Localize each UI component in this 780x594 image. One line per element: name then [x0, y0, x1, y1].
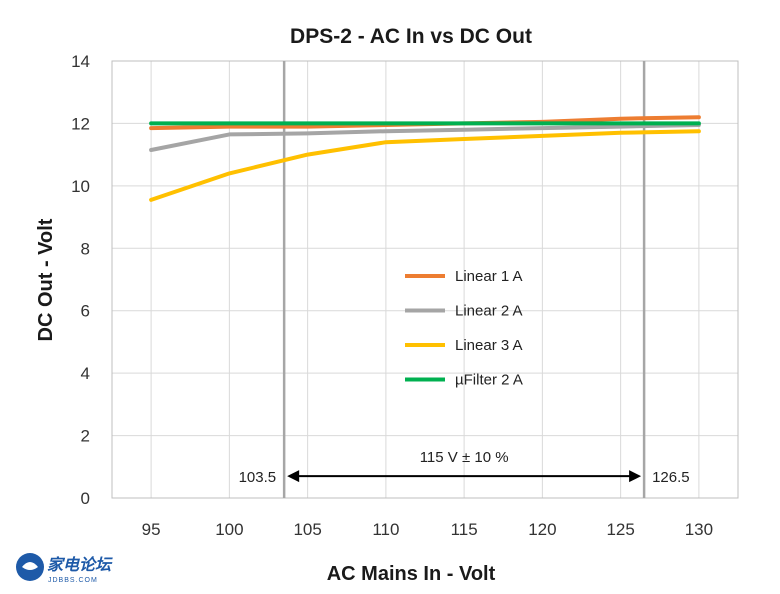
y-tick-label: 14 — [71, 52, 90, 71]
watermark-swirl-icon — [22, 562, 38, 570]
x-tick-label: 125 — [606, 520, 634, 539]
x-tick-label: 110 — [372, 520, 399, 539]
x-tick-label: 95 — [142, 520, 161, 539]
x-axis-ticks: 95 100 105 110 115 120 125 130 — [142, 520, 713, 539]
series-line-3 — [149, 129, 701, 202]
watermark-logo: 家电论坛 JDBBS.COM — [16, 553, 113, 584]
x-axis-title: AC Mains In - Volt — [327, 563, 496, 585]
y-tick-label: 2 — [81, 427, 90, 446]
range-label: 115 V ± 10 % — [420, 449, 509, 466]
legend-label-1: Linear 1 A — [455, 268, 523, 285]
y-tick-label: 6 — [81, 302, 90, 321]
range-arrow-right-icon — [629, 470, 642, 483]
legend-label-4: µFilter 2 A — [455, 372, 523, 389]
x-tick-label: 115 — [451, 520, 478, 539]
watermark-sub: JDBBS.COM — [48, 577, 98, 584]
watermark-text: 家电论坛 — [47, 556, 113, 574]
y-tick-label: 12 — [71, 114, 90, 133]
reference-label-left: 103.5 — [239, 469, 277, 486]
y-tick-label: 0 — [81, 489, 90, 508]
y-axis-title: DC Out - Volt — [35, 218, 57, 341]
x-tick-label: 100 — [215, 520, 243, 539]
plot-area — [111, 60, 739, 499]
y-tick-label: 4 — [81, 364, 90, 383]
range-arrow-left-icon — [287, 470, 300, 483]
chart-title: DPS-2 - AC In vs DC Out — [290, 25, 532, 48]
range-annotation: 115 V ± 10 % 103.5 126.5 — [239, 449, 690, 486]
reference-label-right: 126.5 — [652, 469, 690, 486]
x-tick-label: 130 — [685, 520, 713, 539]
y-axis-ticks: 0 2 4 6 8 10 12 14 — [71, 52, 90, 508]
legend-label-2: Linear 2 A — [455, 303, 523, 320]
series-lines — [149, 115, 701, 202]
series-line-2 — [149, 123, 701, 152]
x-tick-label: 120 — [528, 520, 556, 539]
legend-label-3: Linear 3 A — [455, 337, 523, 354]
y-tick-label: 10 — [71, 177, 90, 196]
x-tick-label: 105 — [293, 520, 321, 539]
legend: Linear 1 A Linear 2 A Linear 3 A µFilter 2 … — [405, 268, 523, 389]
y-tick-label: 8 — [81, 239, 90, 258]
